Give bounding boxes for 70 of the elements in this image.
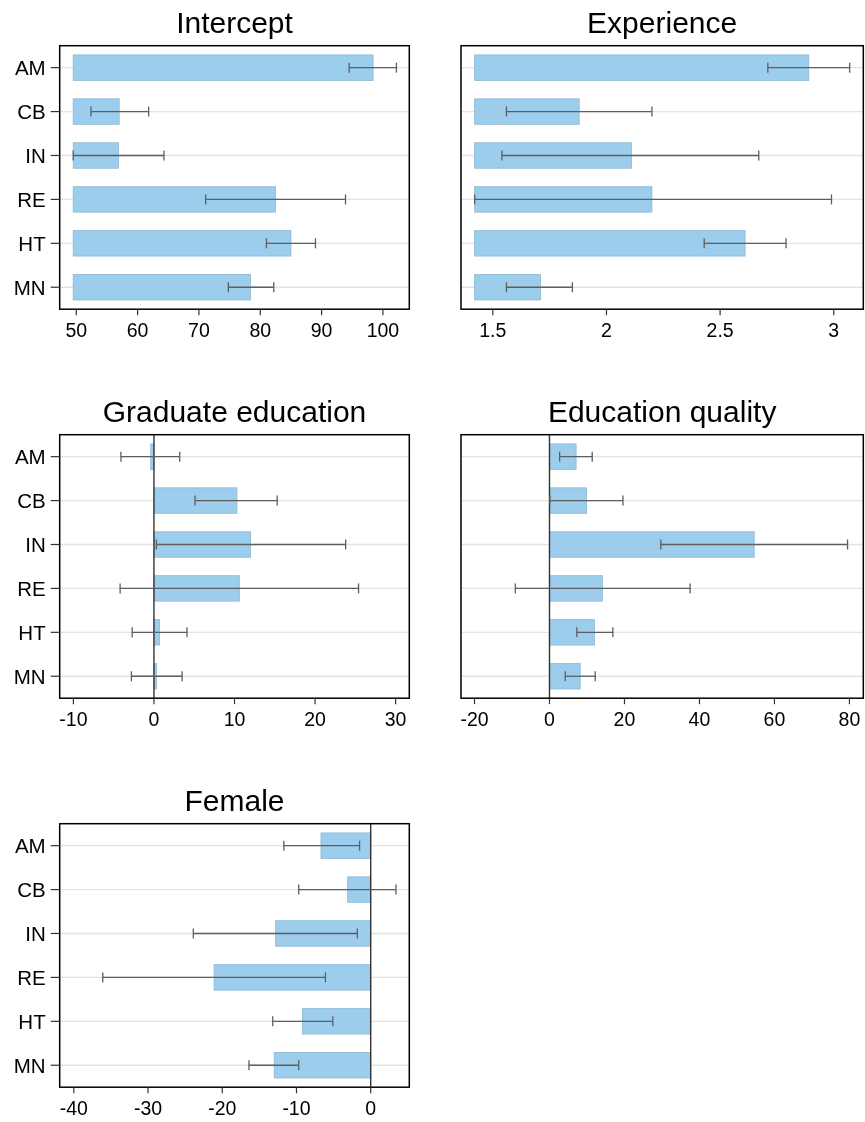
bar — [549, 443, 577, 470]
y-tick-label: MN — [13, 1053, 46, 1077]
y-tick-label: AM — [14, 56, 46, 80]
y-tick-label: IN — [25, 143, 46, 167]
x-tick-label: 2.5 — [706, 318, 734, 341]
x-tick-label: 90 — [310, 318, 333, 341]
bar — [549, 487, 587, 514]
x-tick-label: 20 — [304, 707, 327, 730]
chart-title: Female — [184, 783, 285, 817]
y-tick-label: HT — [18, 1009, 47, 1033]
x-tick-label: 80 — [838, 707, 861, 730]
bar — [72, 142, 119, 169]
bar — [474, 274, 541, 301]
y-tick-label: MN — [13, 664, 46, 688]
bar — [72, 274, 251, 301]
bar — [153, 487, 238, 514]
bar — [474, 98, 580, 125]
y-tick-label: IN — [25, 532, 46, 556]
x-tick-label: 100 — [366, 318, 400, 341]
chart-title: Education quality — [547, 394, 777, 428]
x-tick-label: 3 — [828, 318, 840, 341]
x-tick-label: -40 — [59, 1096, 89, 1119]
y-tick-label: CB — [17, 99, 46, 123]
bar — [72, 54, 374, 81]
x-tick-label: 10 — [223, 707, 246, 730]
bar — [474, 142, 632, 169]
y-tick-label: HT — [18, 620, 47, 644]
bar — [474, 54, 810, 81]
x-tick-label: 70 — [188, 318, 210, 341]
x-tick-label: 60 — [126, 318, 149, 341]
y-tick-label: HT — [18, 231, 47, 255]
x-tick-label: 20 — [613, 707, 636, 730]
x-tick-label: 0 — [544, 707, 556, 730]
x-tick-label: -30 — [133, 1096, 163, 1119]
bar — [153, 575, 240, 602]
bar — [549, 575, 603, 602]
y-tick-label: RE — [17, 965, 46, 989]
bar — [72, 98, 120, 125]
y-tick-label: CB — [17, 877, 46, 901]
bar — [474, 230, 746, 257]
y-tick-label: RE — [17, 576, 46, 600]
y-tick-label: MN — [13, 275, 46, 299]
chart-title: Intercept — [176, 5, 294, 39]
x-tick-label: 40 — [688, 707, 711, 730]
x-tick-label: -10 — [282, 1096, 311, 1119]
y-tick-label: RE — [17, 187, 46, 211]
x-tick-label: 1.5 — [479, 318, 507, 341]
bar — [72, 230, 292, 257]
x-tick-label: 30 — [384, 707, 407, 730]
chart-title: Graduate education — [102, 394, 367, 428]
bar — [549, 531, 755, 558]
bar — [549, 663, 581, 690]
x-tick-label: 80 — [249, 318, 272, 341]
y-tick-label: IN — [25, 921, 46, 945]
x-tick-label: -20 — [460, 707, 489, 730]
bar — [153, 531, 252, 558]
x-tick-label: -10 — [59, 707, 88, 730]
x-tick-label: 60 — [763, 707, 786, 730]
x-tick-label: 50 — [65, 318, 88, 341]
x-tick-label: 0 — [148, 707, 160, 730]
bar — [72, 186, 276, 213]
y-tick-label: CB — [17, 488, 46, 512]
y-tick-label: AM — [14, 834, 46, 858]
bar — [474, 186, 653, 213]
chart-title: Experience — [587, 5, 738, 39]
x-tick-label: 0 — [365, 1096, 377, 1119]
x-tick-label: -20 — [208, 1096, 237, 1119]
y-tick-label: AM — [14, 445, 46, 469]
x-tick-label: 2 — [601, 318, 612, 341]
bar — [549, 619, 595, 646]
